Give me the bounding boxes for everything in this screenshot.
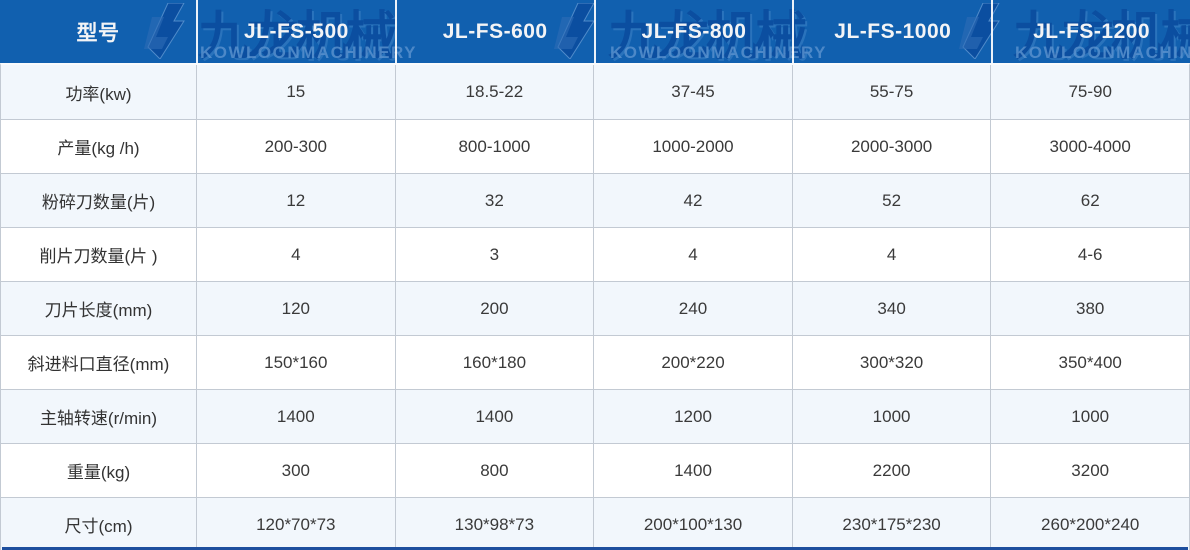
value-cell: 800-1000 — [394, 120, 594, 173]
column-header-fs500: JL-FS-500 — [196, 0, 395, 63]
row-label: 尺寸(cm) — [64, 517, 133, 536]
column-header-fs600: JL-FS-600 — [394, 0, 594, 63]
table-bottom-accent — [2, 547, 1188, 550]
value-cell: 240 — [593, 282, 792, 335]
row-label: 削片刀数量(片 ) — [39, 247, 158, 266]
row-label: 粉碎刀数量(片) — [41, 193, 156, 212]
value-cell: 4 — [196, 228, 395, 281]
value-cell: 62 — [990, 174, 1189, 227]
column-header-fs1000: JL-FS-1000 — [792, 0, 991, 63]
value-cell: 120 — [196, 282, 395, 335]
table-header-row: 九龙机械 KOWLOONMACHINERY 九龙机械 KOWLOONMACHIN… — [0, 0, 1190, 63]
value-cell: 120*70*73 — [196, 498, 395, 550]
value-cell: 160*180 — [394, 336, 594, 389]
table-row: 斜进料口直径(mm) 150*160 160*180 200*220 300*320 35… — [1, 335, 1189, 389]
value-cell: 3000-4000 — [990, 120, 1189, 173]
value-cell: 1200 — [593, 390, 792, 443]
value-cell: 2200 — [791, 444, 991, 497]
value-cell: 130*98*73 — [394, 498, 594, 550]
value-cell: 55-75 — [791, 65, 991, 119]
value-cell: 340 — [791, 282, 991, 335]
value-cell: 4 — [593, 228, 792, 281]
value-cell: 75-90 — [990, 65, 1189, 119]
value-cell: 150*160 — [196, 336, 395, 389]
value-cell: 1000-2000 — [593, 120, 792, 173]
value-cell: 230*175*230 — [791, 498, 991, 550]
value-cell: 350*400 — [990, 336, 1189, 389]
value-cell: 1000 — [990, 390, 1189, 443]
value-cell: 200-300 — [196, 120, 395, 173]
value-cell: 12 — [196, 174, 395, 227]
table-body: 功率(kw) 15 18.5-22 37-45 55-75 75-90 产量(kg /h) 2… — [0, 63, 1190, 550]
value-cell: 3 — [394, 228, 594, 281]
row-label: 产量(kg /h) — [57, 139, 140, 158]
value-cell: 380 — [990, 282, 1189, 335]
table-row: 主轴转速(r/min) 1400 1400 1200 1000 1000 — [1, 389, 1189, 443]
row-label: 主轴转速(r/min) — [39, 409, 158, 428]
value-cell: 1400 — [394, 390, 594, 443]
value-cell: 200*100*130 — [593, 498, 792, 550]
table-row: 功率(kw) 15 18.5-22 37-45 55-75 75-90 — [1, 65, 1189, 119]
value-cell: 1400 — [593, 444, 792, 497]
value-cell: 300*320 — [791, 336, 991, 389]
value-cell: 4 — [791, 228, 991, 281]
row-label: 斜进料口直径(mm) — [27, 355, 170, 374]
value-cell: 52 — [791, 174, 991, 227]
value-cell: 18.5-22 — [394, 65, 594, 119]
value-cell: 42 — [593, 174, 792, 227]
table-row: 重量(kg) 300 800 1400 2200 3200 — [1, 443, 1189, 497]
value-cell: 15 — [196, 65, 395, 119]
value-cell: 3200 — [990, 444, 1189, 497]
table-row: 尺寸(cm) 120*70*73 130*98*73 200*100*130 230*1… — [1, 497, 1189, 550]
column-header-model: 型号 — [76, 21, 120, 45]
value-cell: 260*200*240 — [990, 498, 1189, 550]
column-header-fs800: JL-FS-800 — [593, 0, 793, 63]
table-row: 产量(kg /h) 200-300 800-1000 1000-2000 2000-30… — [1, 119, 1189, 173]
value-cell: 4-6 — [990, 228, 1189, 281]
value-cell: 1400 — [196, 390, 395, 443]
table-row: 粉碎刀数量(片) 12 32 42 52 62 — [1, 173, 1189, 227]
value-cell: 37-45 — [593, 65, 792, 119]
value-cell: 200 — [394, 282, 594, 335]
value-cell: 800 — [394, 444, 594, 497]
value-cell: 1000 — [791, 390, 991, 443]
column-header-fs1200: JL-FS-1200 — [991, 0, 1190, 63]
table-row: 削片刀数量(片 ) 4 3 4 4 4-6 — [1, 227, 1189, 281]
row-label: 重量(kg) — [66, 463, 131, 482]
row-label: 刀片长度(mm) — [44, 301, 153, 320]
value-cell: 32 — [394, 174, 594, 227]
value-cell: 2000-3000 — [791, 120, 991, 173]
value-cell: 300 — [196, 444, 395, 497]
row-label: 功率(kw) — [65, 84, 132, 104]
value-cell: 200*220 — [593, 336, 792, 389]
table-row: 刀片长度(mm) 120 200 240 340 380 — [1, 281, 1189, 335]
